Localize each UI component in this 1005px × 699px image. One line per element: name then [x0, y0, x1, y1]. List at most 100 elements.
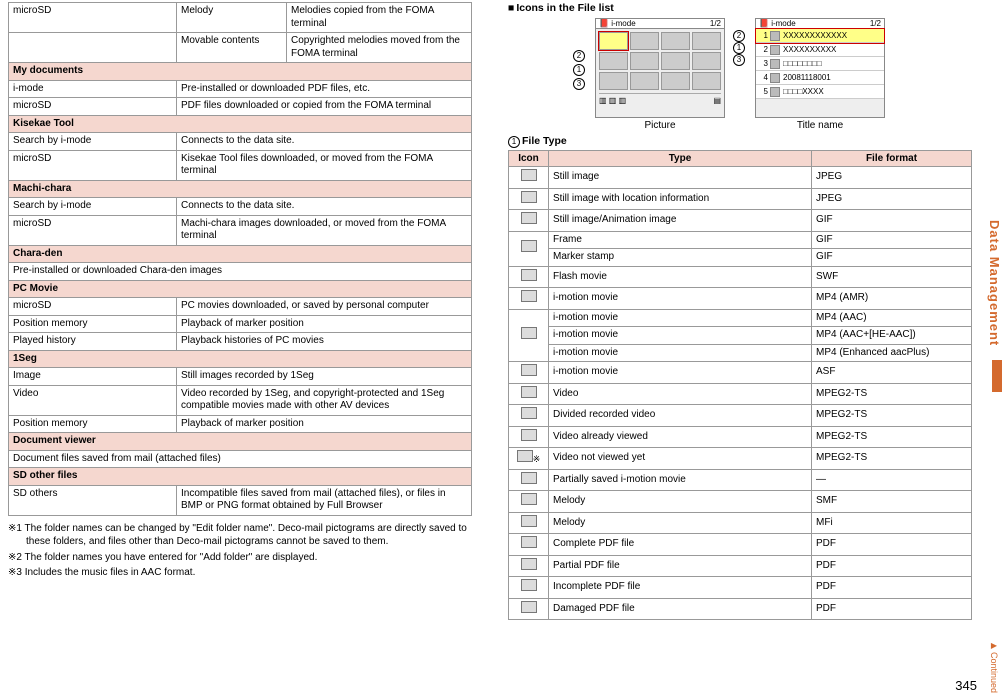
- section-cell: 1Seg: [9, 350, 472, 368]
- type-cell: i-motion movie: [549, 344, 812, 362]
- table-row: microSDPC movies downloaded, or saved by…: [9, 298, 472, 316]
- cell: microSD: [9, 215, 177, 245]
- file-icon: [521, 290, 537, 302]
- table-row: Pre-installed or downloaded Chara-den im…: [9, 263, 472, 281]
- cell: Position memory: [9, 415, 177, 433]
- table-row: Chara-den: [9, 245, 472, 263]
- format-cell: PDF: [812, 555, 972, 577]
- section-cell: Chara-den: [9, 245, 472, 263]
- section-cell: My documents: [9, 63, 472, 81]
- mock-page: 1/2: [710, 19, 721, 28]
- file-type-row: Complete PDF filePDF: [509, 534, 972, 556]
- th-format: File format: [812, 151, 972, 167]
- cell: Melodies copied from the FOMA terminal: [287, 3, 472, 33]
- format-cell: MP4 (AAC): [812, 309, 972, 327]
- icon-cell: [509, 309, 549, 362]
- file-type-row: Incomplete PDF filePDF: [509, 577, 972, 599]
- icon-cell: [509, 231, 549, 266]
- caption-picture: Picture: [595, 120, 725, 131]
- format-cell: SWF: [812, 266, 972, 288]
- mockup-row: 2 1 3 📕 i-mode 1/2 ▥ ▥ ▥▤: [508, 18, 972, 131]
- th-icon: Icon: [509, 151, 549, 167]
- file-type-row: Still imageJPEG: [509, 167, 972, 189]
- icon-cell: [509, 426, 549, 448]
- table-row: microSDPDF files downloaded or copied fr…: [9, 98, 472, 116]
- file-icon: [521, 386, 537, 398]
- cell: Playback of marker position: [177, 415, 472, 433]
- section-cell: Document viewer: [9, 433, 472, 451]
- cell: SD others: [9, 485, 177, 515]
- file-type-row: Partially saved i-motion movie—: [509, 469, 972, 491]
- left-column: microSDMelodyMelodies copied from the FO…: [0, 0, 480, 699]
- section-cell: SD other files: [9, 468, 472, 486]
- cell: Movable contents: [177, 33, 287, 63]
- file-icon: [521, 191, 537, 203]
- format-cell: SMF: [812, 491, 972, 513]
- format-cell: MP4 (AAC+[HE-AAC]): [812, 327, 972, 345]
- format-cell: MPEG2-TS: [812, 383, 972, 405]
- cell: Incompatible files saved from mail (atta…: [177, 485, 472, 515]
- cell: microSD: [9, 298, 177, 316]
- format-cell: GIF: [812, 231, 972, 249]
- format-cell: MPEG2-TS: [812, 405, 972, 427]
- side-tab-label: Data Management: [987, 220, 1002, 346]
- th-type: Type: [549, 151, 812, 167]
- table-row: PC Movie: [9, 280, 472, 298]
- table-row: Kisekae Tool: [9, 115, 472, 133]
- file-type-label: File Type: [522, 135, 567, 147]
- file-icon: [521, 364, 537, 376]
- file-type-row: ※Video not viewed yetMPEG2-TS: [509, 448, 972, 470]
- cell: Image: [9, 368, 177, 386]
- cell: microSD: [9, 150, 177, 180]
- file-icon: [521, 515, 537, 527]
- full-cell: Pre-installed or downloaded Chara-den im…: [9, 263, 472, 281]
- file-type-row: Flash movieSWF: [509, 266, 972, 288]
- continued-label: Continued: [989, 641, 999, 693]
- section-cell: Machi-chara: [9, 180, 472, 198]
- file-type-row: MelodyMFi: [509, 512, 972, 534]
- table-row: Movable contentsCopyrighted melodies mov…: [9, 33, 472, 63]
- type-cell: Melody: [549, 491, 812, 513]
- mock-bar-label-2: i-mode: [771, 19, 795, 28]
- file-icon: [521, 558, 537, 570]
- table-row: Document files saved from mail (attached…: [9, 450, 472, 468]
- file-type-row: i-motion movieMP4 (AAC): [509, 309, 972, 327]
- type-cell: Incomplete PDF file: [549, 577, 812, 599]
- mock-list-row: 5□□□□XXXX: [756, 85, 884, 99]
- callout-3a: 3: [573, 78, 585, 90]
- type-cell: Partial PDF file: [549, 555, 812, 577]
- table-row: Search by i-modeConnects to the data sit…: [9, 133, 472, 151]
- type-cell: i-motion movie: [549, 288, 812, 310]
- file-icon: [521, 269, 537, 281]
- cell: Video: [9, 385, 177, 415]
- table-row: Search by i-modeConnects to the data sit…: [9, 198, 472, 216]
- mock-list-row: 2XXXXXXXXXX: [756, 43, 884, 57]
- file-icon: [521, 493, 537, 505]
- file-icon: [521, 536, 537, 548]
- file-icon: [521, 327, 537, 339]
- format-cell: GIF: [812, 210, 972, 232]
- table-row: ImageStill images recorded by 1Seg: [9, 368, 472, 386]
- table-row: microSDMelodyMelodies copied from the FO…: [9, 3, 472, 33]
- table-row: SD other files: [9, 468, 472, 486]
- cell: Melody: [177, 3, 287, 33]
- file-type-row: FrameGIF: [509, 231, 972, 249]
- file-type-row: Divided recorded videoMPEG2-TS: [509, 405, 972, 427]
- type-cell: Still image/Animation image: [549, 210, 812, 232]
- mock-bar-label: i-mode: [611, 19, 635, 28]
- mock-list-row: 3□□□□□□□□: [756, 57, 884, 71]
- file-icon: [517, 450, 533, 462]
- cell: microSD: [9, 3, 177, 33]
- side-tab-text: Data Management: [987, 220, 1002, 346]
- cell: Kisekae Tool files downloaded, or moved …: [177, 150, 472, 180]
- footnote-1: ※1 The folder names can be changed by "E…: [8, 522, 472, 549]
- cell: Search by i-mode: [9, 133, 177, 151]
- format-cell: MPEG2-TS: [812, 426, 972, 448]
- type-cell: Frame: [549, 231, 812, 249]
- type-cell: Marker stamp: [549, 249, 812, 267]
- callout-2a: 2: [573, 50, 585, 62]
- file-type-row: MelodySMF: [509, 491, 972, 513]
- cell: Copyrighted melodies moved from the FOMA…: [287, 33, 472, 63]
- file-icon: [521, 212, 537, 224]
- file-type-row: Damaged PDF filePDF: [509, 598, 972, 620]
